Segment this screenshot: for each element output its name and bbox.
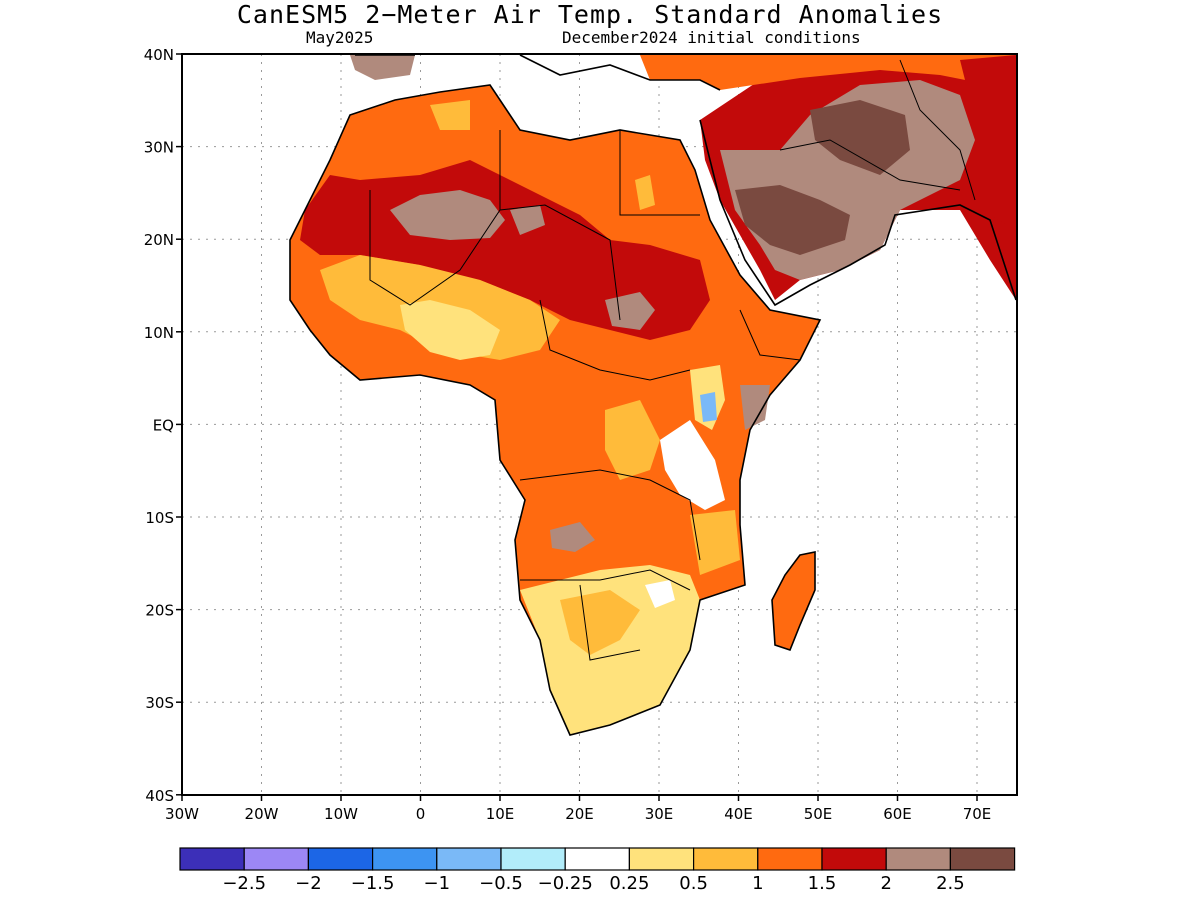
colorbar-swatch — [243, 847, 309, 871]
map-title: CanESM5 2−Meter Air Temp. Standard Anoma… — [236, 0, 944, 29]
lon-tick-label: 40E — [724, 805, 753, 823]
madagascar-coastline — [771, 551, 816, 651]
iberia-fill — [350, 55, 415, 80]
latitude-axis: 40N 30N 20N 10N EQ 10S 20S 30S 40S — [144, 46, 182, 805]
colorbar-swatch — [307, 847, 374, 871]
colorbar-swatch — [564, 847, 631, 871]
lat-tick-label: 20N — [144, 231, 174, 249]
iran-gt2.5-core — [810, 100, 910, 175]
colorbar-swatch — [628, 847, 695, 871]
lat-tick-label: 10N — [144, 324, 174, 342]
colorbar-swatch — [821, 847, 887, 871]
colorbar-label: −0.25 — [538, 873, 593, 894]
lon-tick-label: 10E — [486, 805, 515, 823]
colorbar-swatch — [436, 847, 502, 871]
lat-tick-label: 40S — [145, 787, 174, 805]
colorbar-swatch — [757, 847, 823, 871]
lat-tick-label: EQ — [153, 416, 174, 434]
colorbar-swatch — [372, 847, 438, 871]
angola-2.5-patch — [550, 522, 595, 552]
arabia-coastline — [699, 119, 1017, 307]
forecast-month: May2025 — [306, 28, 374, 47]
botswana-0.25-patch — [645, 580, 675, 608]
arabia-gt2.5-core — [735, 185, 850, 255]
pakistan-2-field — [960, 55, 1016, 230]
lat-tick-label: 40N — [144, 46, 174, 64]
colorbar-label: 1 — [752, 873, 763, 894]
congo-1-zone — [605, 400, 660, 480]
sahara-2.5-patch — [390, 190, 505, 240]
colorbar-label: 2 — [880, 873, 891, 894]
colorbar-label: −2.5 — [222, 873, 266, 894]
lon-tick-label: 60E — [883, 805, 912, 823]
lon-tick-label: 30E — [645, 805, 674, 823]
sahara-2.5-patch — [510, 205, 545, 235]
colorbar-label: −0.5 — [479, 873, 523, 894]
colorbar-swatch — [692, 847, 759, 871]
east-africa-0.25-field — [660, 420, 725, 510]
longitude-axis: 30W 20W 10W 0 10E 20E 30E 40E 50E 60E 70E — [165, 795, 991, 823]
northern-strip-fill — [640, 55, 1016, 90]
colorbar-label: −1.5 — [351, 873, 395, 894]
lat-tick-label: 30N — [144, 139, 174, 157]
colorbar-legend: −2.5 −2 −1.5 −1 −0.5 −0.25 0.25 0.5 1 1.5 2 2.5 — [179, 847, 1016, 894]
kenya-2.5-patch — [740, 385, 770, 430]
anomaly-fields — [290, 55, 1016, 735]
southern-africa-1-zone — [560, 590, 640, 655]
lon-tick-label: 20E — [565, 805, 594, 823]
colorbar-swatch — [885, 847, 952, 871]
westafrica-0.5-zone — [400, 300, 500, 360]
country-borders — [369, 59, 976, 661]
lon-tick-label: 20W — [245, 805, 279, 823]
lon-tick-label: 30W — [165, 805, 199, 823]
lon-tick-label: 70E — [963, 805, 992, 823]
colorbar-label: 1.5 — [808, 873, 837, 894]
colorbar-label: 0.5 — [679, 873, 708, 894]
lat-tick-label: 20S — [145, 602, 174, 620]
libya-1-patch — [635, 175, 655, 210]
lon-tick-label: 10W — [324, 805, 358, 823]
colorbar-swatch — [500, 847, 566, 871]
east-africa-neg0.5-patch — [700, 392, 717, 422]
lon-tick-label: 0 — [416, 805, 426, 823]
madagascar-fill — [772, 552, 815, 650]
colorbar-swatch — [179, 847, 245, 871]
sahara-1-patch — [430, 100, 470, 130]
lon-tick-label: 50E — [804, 805, 833, 823]
colorbar-label: 0.25 — [609, 873, 649, 894]
lat-tick-label: 10S — [145, 509, 174, 527]
colorbar-label: 2.5 — [936, 873, 965, 894]
africa-coastline — [289, 84, 822, 736]
colorbar-label: −2 — [295, 873, 322, 894]
tanzania-1-band — [690, 510, 740, 575]
colorbar-swatch — [949, 847, 1016, 871]
lat-tick-label: 30S — [145, 694, 174, 712]
initial-conditions: December2024 initial conditions — [562, 28, 861, 47]
colorbar-label: −1 — [424, 873, 451, 894]
